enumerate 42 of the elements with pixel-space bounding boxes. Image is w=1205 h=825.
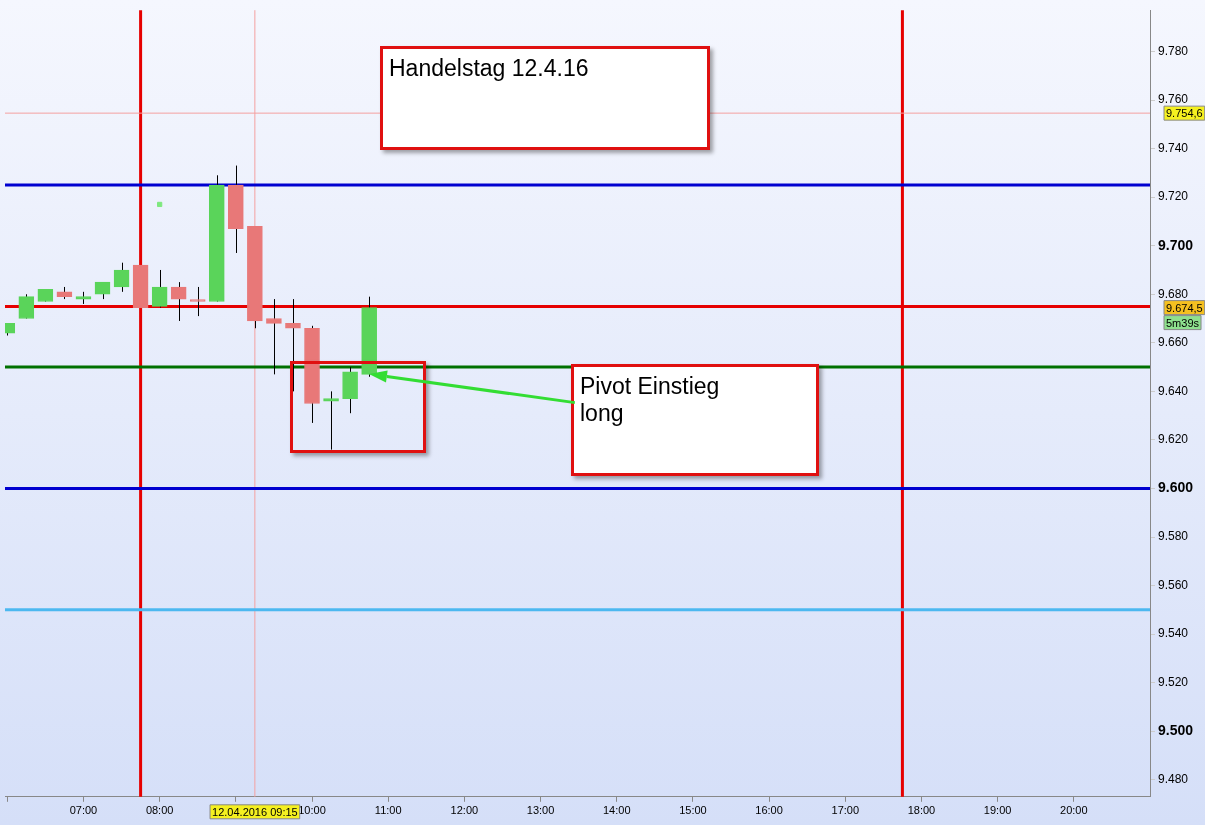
y-tick-label: 9.760 [1158, 92, 1189, 107]
y-tick-label: 9.640 [1158, 383, 1189, 398]
y-tick-label: 9.560 [1158, 577, 1189, 592]
y-tick-label: 9.700 [1158, 236, 1194, 253]
candlestick [323, 390, 339, 451]
y-tick-label: 9.600 [1158, 479, 1194, 496]
x-tick-label: 16:00 [755, 804, 783, 817]
x-tick-label: 19:00 [983, 804, 1012, 817]
y-tick-label: 9.540 [1158, 626, 1189, 641]
ref-line-label: 12.04.2016 09:15 [212, 805, 298, 818]
x-tick-label: 18:00 [907, 804, 936, 817]
x-tick-label: 08:00 [145, 804, 174, 817]
annotation: Pivot Einstieg long [580, 373, 721, 427]
text: 9.674,5 [1166, 301, 1203, 314]
y-tick-label: 9.580 [1158, 529, 1189, 544]
x-tick-label: 17:00 [831, 804, 860, 817]
text: 5m39s [1166, 316, 1200, 329]
x-tick-label: 14:00 [602, 804, 631, 817]
candlestick [18, 293, 35, 320]
y-tick-label: 9.660 [1158, 335, 1189, 350]
x-tick-label: 20:00 [1060, 804, 1088, 817]
x-tick-label: 07:00 [69, 804, 98, 817]
ref-line-label: 9.754,6 [1166, 107, 1203, 120]
y-tick-label: 9.500 [1158, 722, 1194, 739]
x-tick-label: 11:00 [374, 804, 402, 817]
candlestick [189, 286, 206, 317]
y-tick-label: 9.780 [1158, 43, 1189, 58]
note-box: Pivot Einstieg long [571, 364, 819, 476]
y-tick-label: 9.520 [1158, 675, 1189, 690]
y-tick-label: 9.720 [1158, 189, 1189, 204]
y-tick-label: 9.680 [1158, 286, 1189, 301]
x-tick-label: 13:00 [526, 804, 555, 817]
y-tick-label: 9.620 [1158, 432, 1189, 447]
x-tick-label: 15:00 [679, 804, 707, 817]
x-tick-label: 12:00 [450, 804, 479, 817]
y-tick-label: 9.740 [1158, 140, 1189, 155]
x-tick-label: 10:00 [298, 804, 326, 817]
candlestick [151, 269, 168, 309]
note-box: Handelstag 12.4.16 [380, 46, 710, 150]
annotation: Handelstag 12.4.16 [389, 55, 590, 82]
candlestick [266, 298, 282, 375]
y-tick-label: 9.480 [1158, 772, 1189, 787]
